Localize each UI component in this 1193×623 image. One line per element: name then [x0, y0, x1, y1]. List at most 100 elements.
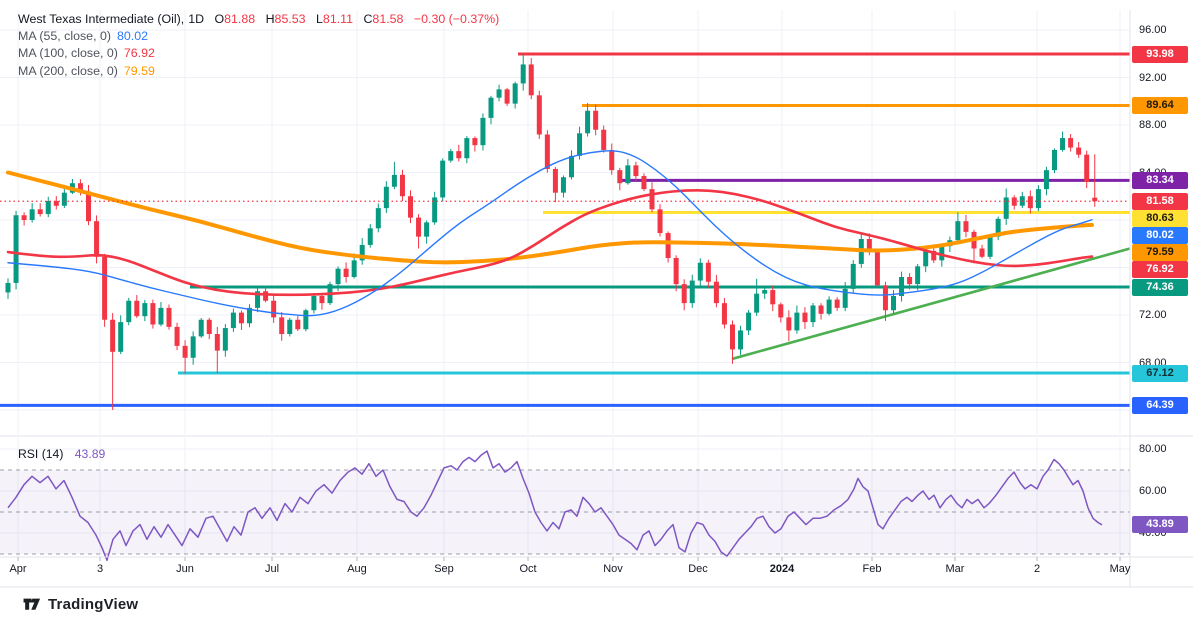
ma-legend-label: MA (55, close, 0): [18, 29, 111, 44]
candle-body: [94, 221, 100, 257]
ma-legend: MA (55, close, 0) 80.02 MA (100, close, 0)…: [18, 28, 499, 80]
candle-body: [689, 280, 695, 304]
candle-body: [399, 174, 405, 197]
time-axis-label: Sep: [434, 563, 454, 575]
candle-body: [222, 328, 228, 351]
candle-body: [351, 260, 357, 277]
price-badge: 74.36: [1132, 279, 1188, 296]
candle-body: [713, 281, 719, 304]
price-badge: 80.02: [1132, 227, 1188, 244]
price-badge: 43.89: [1132, 516, 1188, 533]
candle-body: [939, 246, 945, 261]
open-label: O: [214, 12, 225, 26]
low-value: 81.11: [322, 12, 354, 26]
candle-body: [391, 174, 397, 187]
price-badge: 67.12: [1132, 365, 1188, 382]
price-badge: 81.58: [1132, 193, 1188, 210]
candle-body: [601, 129, 607, 150]
time-axis-label: Feb: [862, 563, 882, 575]
candle-body: [174, 326, 180, 346]
price-badge: 76.92: [1132, 261, 1188, 278]
close-label: C: [363, 12, 373, 26]
candle-body: [375, 208, 381, 229]
candle-body: [794, 312, 800, 331]
rsi-pane: [0, 450, 1130, 562]
candle-body: [287, 319, 293, 334]
candle-body: [1060, 138, 1066, 150]
candle-body: [45, 201, 51, 215]
symbol-row[interactable]: West Texas Intermediate (Oil), 1D O81.88 …: [18, 11, 499, 28]
rsi-axis-label: 60.00: [1139, 485, 1167, 497]
candle-body: [923, 250, 929, 267]
price-levels: [0, 52, 1130, 407]
candle-body: [432, 197, 438, 223]
ma-legend-value: 80.02: [116, 29, 148, 44]
price-badge: 89.64: [1132, 97, 1188, 114]
candle-body: [255, 291, 261, 308]
time-axis-label: Apr: [9, 563, 27, 575]
ma-legend-row[interactable]: MA (200, close, 0) 79.59: [18, 63, 499, 80]
candle-body: [1068, 138, 1074, 148]
candle-body: [271, 300, 277, 318]
candle-body: [367, 228, 373, 245]
candle-body: [552, 168, 558, 193]
symbol-title[interactable]: West Texas Intermediate (Oil),: [18, 12, 185, 26]
candle-body: [29, 209, 35, 220]
candle-body: [681, 284, 687, 304]
ma-legend-label: MA (200, close, 0): [18, 63, 118, 78]
candle-body: [190, 336, 196, 358]
candle-body: [37, 209, 43, 215]
candle-body: [633, 165, 639, 177]
time-axis-label: Mar: [945, 563, 965, 575]
candles: [5, 53, 1098, 410]
candle-body: [1043, 170, 1049, 190]
price-axis-label: 72.00: [1139, 309, 1167, 321]
candle-body: [641, 176, 647, 190]
candle-body: [408, 196, 413, 218]
candle-body: [110, 319, 116, 352]
ma-legend-row[interactable]: MA (100, close, 0) 76.92: [18, 45, 499, 62]
candle-body: [746, 312, 752, 331]
candle-body: [77, 183, 83, 192]
candle-body: [512, 83, 518, 104]
ma200-line: [6, 170, 1094, 265]
candle-body: [979, 248, 985, 257]
price-badge: 93.98: [1132, 46, 1188, 63]
candle-body: [891, 296, 896, 311]
candle-body: [899, 277, 905, 296]
candle-body: [383, 186, 389, 209]
candle-body: [730, 324, 735, 350]
candle-body: [649, 189, 655, 210]
candle-body: [13, 215, 19, 283]
change-value: −0.30 (−0.37%): [413, 12, 500, 26]
tradingview-logo[interactable]: TradingView: [22, 594, 138, 614]
candle-body: [1003, 197, 1009, 219]
interval-label[interactable]: 1D: [188, 12, 205, 26]
candle-body: [963, 221, 969, 232]
candle-body: [1052, 149, 1057, 171]
candle-body: [166, 307, 172, 327]
candle-body: [778, 304, 784, 318]
rsi-legend-row[interactable]: RSI (14) 43.89: [18, 447, 105, 461]
candle-body: [238, 312, 244, 324]
ma-legend-row[interactable]: MA (55, close, 0) 80.02: [18, 28, 499, 45]
candle-body: [593, 110, 599, 130]
candle-body: [544, 134, 550, 169]
price-badge: 79.59: [1132, 244, 1188, 261]
rsi-label: RSI (14): [18, 447, 64, 461]
candle-body: [536, 95, 542, 135]
ma-legend-value: 79.59: [123, 63, 155, 78]
time-axis-label: Aug: [347, 563, 367, 575]
time-axis-label: Nov: [603, 563, 623, 575]
rsi-curve: [7, 450, 1103, 562]
candle-body: [995, 218, 1001, 237]
candle-body: [866, 239, 872, 253]
candle-body: [786, 317, 792, 331]
time-axis-label: 2: [1033, 563, 1041, 575]
price-axis-label: 96.00: [1139, 24, 1167, 36]
candle-body: [198, 319, 204, 337]
candle-body: [142, 303, 148, 317]
candle-body: [53, 201, 59, 206]
candle-body: [665, 233, 671, 258]
